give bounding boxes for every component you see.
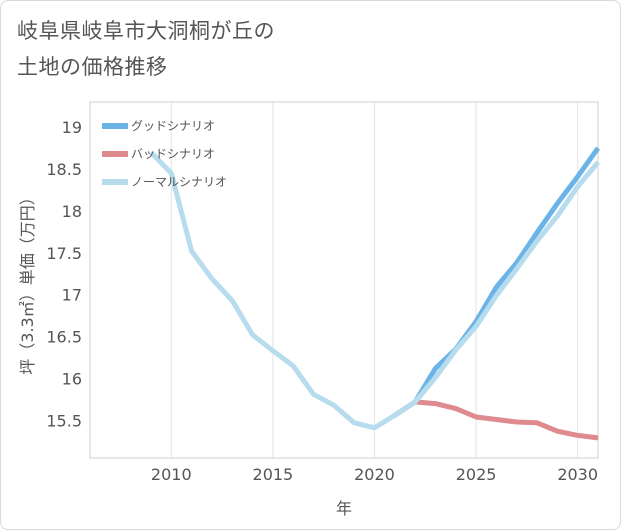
x-tick-label: 2025 — [456, 465, 497, 484]
y-tick-label: 16.5 — [46, 328, 82, 347]
x-tick-label: 2010 — [151, 465, 192, 484]
legend-label: グッドシナリオ — [131, 119, 215, 133]
chart-title: 岐阜県岐阜市大洞桐が丘の 土地の価格推移 — [17, 19, 275, 79]
legend-label: バッドシナリオ — [131, 147, 215, 161]
series-line-2 — [393, 399, 599, 441]
y-tick-label: 16 — [62, 369, 82, 388]
plot-frame — [89, 101, 599, 459]
x-axis-title: 年 — [336, 499, 352, 518]
y-tick-label: 17.5 — [46, 244, 82, 263]
y-tick-label: 18 — [62, 202, 82, 221]
series-line-1 — [393, 146, 601, 418]
y-tick-label: 18.5 — [46, 160, 82, 179]
legend-label: ノーマルシナリオ — [131, 175, 227, 189]
series-line-3 — [149, 150, 600, 431]
y-axis-title: 坪（3.3㎡）単価（万円） — [18, 189, 37, 374]
x-tick-label: 2030 — [557, 465, 598, 484]
x-tick-label: 2020 — [354, 465, 395, 484]
x-tick-label: 2015 — [253, 465, 294, 484]
y-tick-label: 17 — [62, 286, 82, 305]
y-tick-label: 15.5 — [46, 411, 82, 430]
y-tick-label: 19 — [62, 118, 82, 137]
